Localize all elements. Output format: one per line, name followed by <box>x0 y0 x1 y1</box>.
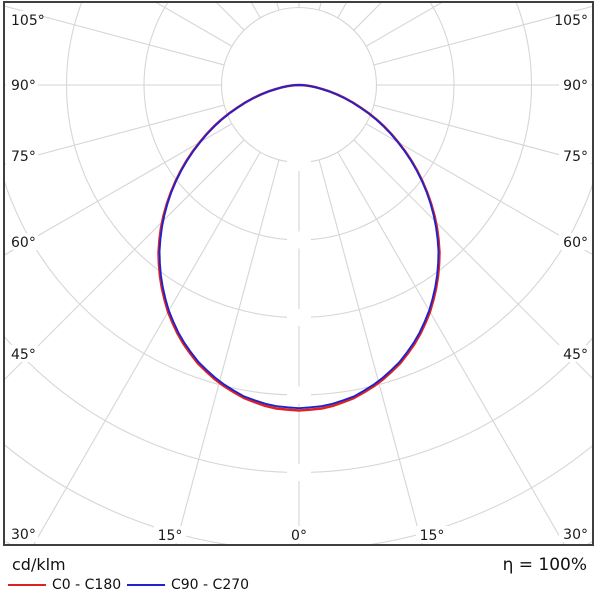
unit-label: cd/klm <box>12 555 66 574</box>
svg-text:90°: 90° <box>563 78 588 94</box>
legend-label-c90-c270: C90 - C270 <box>171 577 250 593</box>
legend-label-c0-c180: C0 - C180 <box>52 577 122 593</box>
c90-c270-line-swatch <box>127 584 165 586</box>
svg-text:105°: 105° <box>554 13 588 29</box>
legend-item-c90-c270: C90 - C270 <box>127 577 249 593</box>
svg-text:45°: 45° <box>563 347 588 363</box>
svg-text:45°: 45° <box>11 347 36 363</box>
svg-text:30°: 30° <box>11 527 36 543</box>
svg-text:105°: 105° <box>11 13 45 29</box>
svg-text:75°: 75° <box>11 149 36 165</box>
svg-text:15°: 15° <box>158 528 183 544</box>
svg-text:15°: 15° <box>420 528 445 544</box>
svg-text:60°: 60° <box>563 235 588 251</box>
legend-item-c0-c180: C0 - C180 <box>8 577 121 593</box>
svg-text:90°: 90° <box>11 78 36 94</box>
c0-c180-line-swatch <box>8 584 46 586</box>
polar-photometric-chart: 105° 90° 75° 60° 45° 30° 105° 90° 75° 60° 45° 30° 15… <box>3 1 594 546</box>
efficiency-label: η = 100% <box>502 555 587 575</box>
svg-text:30°: 30° <box>563 527 588 543</box>
svg-text:0°: 0° <box>291 528 307 544</box>
svg-text:60°: 60° <box>11 235 36 251</box>
svg-text:75°: 75° <box>563 149 588 165</box>
